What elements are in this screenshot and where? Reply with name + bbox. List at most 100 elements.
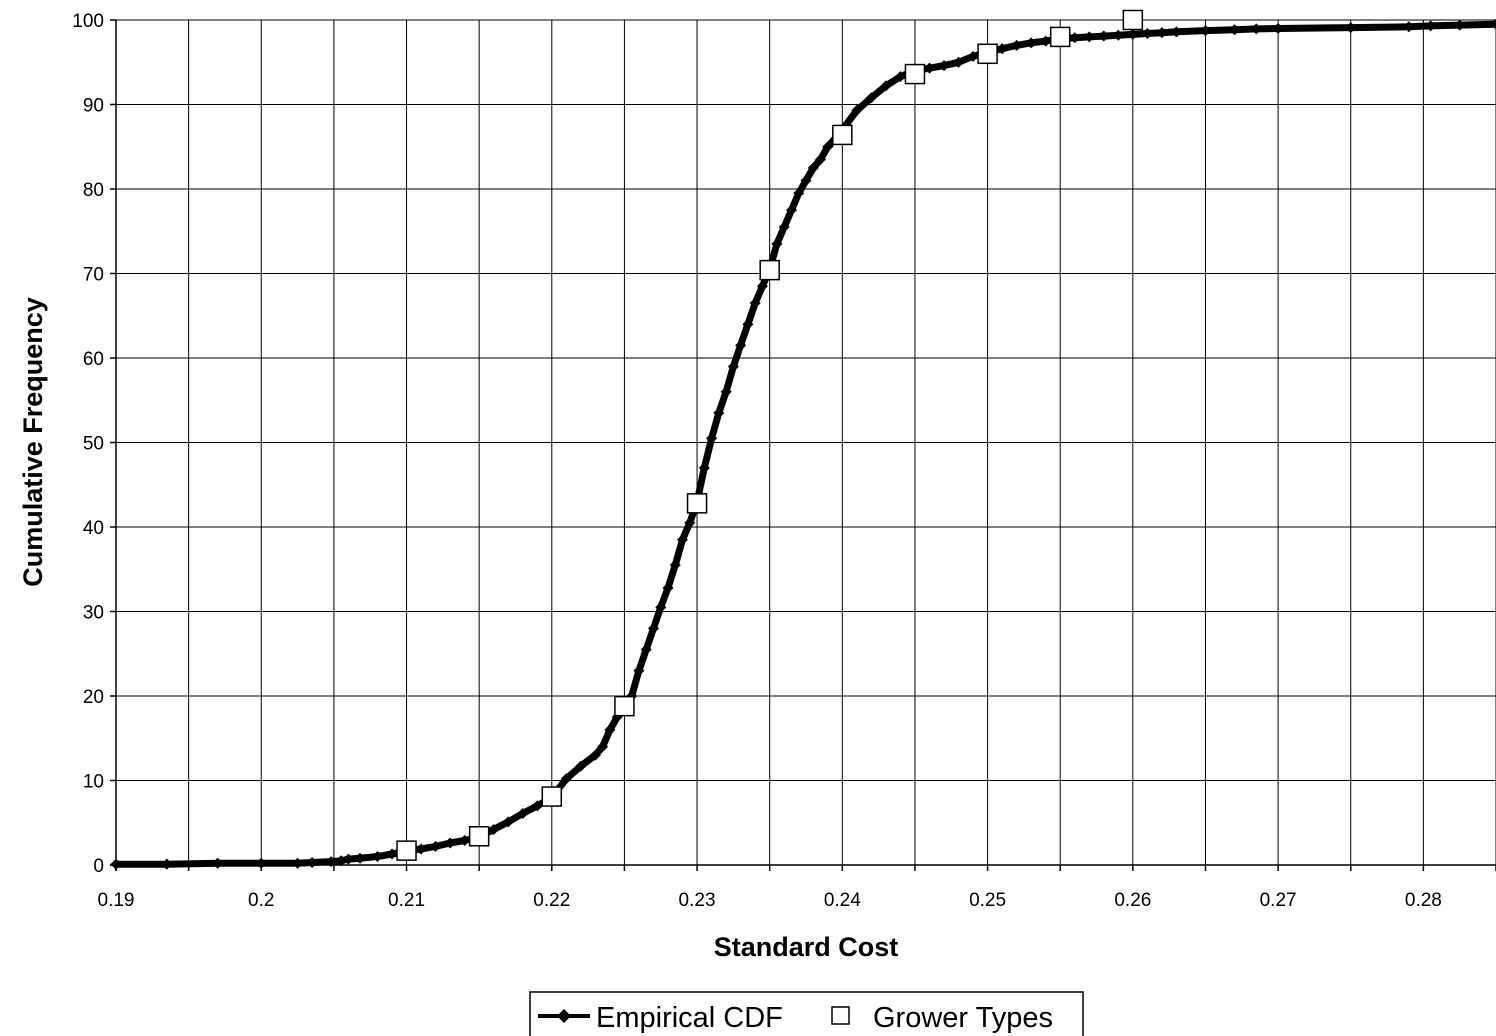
empirical-cdf-point — [800, 175, 812, 187]
x-tick-label: 0.27 — [1260, 890, 1297, 911]
empirical-cdf-point — [488, 824, 500, 836]
empirical-cdf-point — [851, 104, 863, 116]
y-tick-label: 60 — [83, 349, 104, 370]
empirical-cdf-point — [677, 534, 689, 546]
grower-type-point — [904, 63, 926, 85]
empirical-cdf-point — [161, 858, 173, 870]
empirical-cdf-point — [575, 760, 587, 772]
empirical-cdf-point — [1250, 23, 1262, 35]
x-tick-label: 0.28 — [1405, 890, 1442, 911]
grower-type-point — [1122, 9, 1144, 31]
y-tick-label: 50 — [83, 434, 104, 455]
empirical-cdf-point — [459, 834, 471, 846]
empirical-cdf-point — [756, 280, 768, 292]
empirical-cdf-point — [771, 238, 783, 250]
empirical-cdf-point — [1141, 28, 1153, 40]
empirical-cdf-point — [1025, 37, 1037, 49]
grower-type-point — [468, 826, 490, 847]
empirical-cdf-point — [371, 851, 383, 863]
x-tick-label: 0.19 — [98, 890, 135, 911]
empirical-cdf-point — [713, 407, 725, 419]
empirical-cdf-point — [1083, 31, 1095, 43]
empirical-cdf-point — [386, 848, 398, 860]
empirical-cdf-point — [292, 857, 304, 869]
empirical-cdf-point — [923, 62, 935, 74]
empirical-cdf-point — [749, 297, 761, 309]
grower-type-point — [832, 124, 853, 146]
grower-type-point — [541, 786, 563, 807]
empirical-cdf-point — [1199, 25, 1211, 37]
y-tick-label: 70 — [83, 265, 104, 286]
empirical-cdf-point — [684, 517, 696, 529]
y-tick-label: 10 — [83, 772, 104, 793]
empirical-cdf-point — [706, 432, 718, 444]
x-tick-labels: 0.19 0.2 0.21 0.22 0.23 0.24 0.25 0.26 0.27 0.28 — [98, 890, 1442, 911]
empirical-cdf-point — [1112, 29, 1124, 41]
empirical-cdf-point — [531, 800, 543, 812]
empirical-cdf-point — [655, 601, 667, 613]
empirical-cdf-point — [1156, 27, 1168, 39]
empirical-cdf-point — [967, 50, 979, 62]
empirical-cdf-point — [342, 853, 354, 865]
grower-type-point — [759, 259, 780, 281]
empirical-cdf-point — [1490, 18, 1496, 30]
empirical-cdf-point — [1272, 22, 1284, 34]
empirical-cdf-point — [880, 80, 892, 92]
empirical-cdf-point — [1069, 32, 1081, 44]
grower-type-point — [614, 695, 635, 717]
legend-box — [529, 991, 1084, 1036]
y-tick-label: 30 — [83, 603, 104, 624]
empirical-cdf-point — [633, 665, 645, 677]
empirical-cdf-point — [306, 856, 318, 868]
empirical-cdf-point — [953, 56, 965, 68]
x-tick-label: 0.24 — [824, 890, 861, 911]
empirical-cdf-point — [807, 162, 819, 174]
empirical-cdf-point — [1127, 28, 1139, 40]
y-tick-label: 80 — [83, 180, 104, 201]
empirical-cdf-point — [1425, 20, 1437, 32]
grower-type-point — [977, 43, 998, 65]
empirical-cdf-point — [1098, 30, 1110, 42]
grower-type-point — [396, 840, 417, 861]
empirical-cdf-point — [1454, 19, 1466, 31]
y-tick-label: 40 — [83, 518, 104, 539]
empirical-cdf-point — [865, 92, 877, 104]
empirical-cdf-point — [597, 741, 609, 753]
empirical-cdf-point — [815, 153, 827, 165]
legend-cdf-label: Empirical CDF — [596, 1002, 783, 1034]
empirical-cdf-point — [415, 843, 427, 855]
x-tick-label: 0.2 — [248, 890, 274, 911]
y-tick-label: 90 — [83, 96, 104, 117]
legend-grower-label: Grower Types — [873, 1002, 1053, 1034]
empirical-cdf-point — [1403, 21, 1415, 33]
x-tick-label: 0.25 — [969, 890, 1006, 911]
empirical-cdf-point — [793, 187, 805, 199]
x-axis-title: Standard Cost — [714, 932, 899, 962]
empirical-cdf-point — [894, 71, 906, 83]
empirical-cdf-point — [604, 724, 616, 736]
x-tick-label: 0.26 — [1114, 890, 1151, 911]
empirical-cdf-point — [698, 462, 710, 474]
empirical-cdf-point — [335, 855, 347, 867]
empirical-cdf-point — [727, 360, 739, 372]
grower-type-point — [686, 493, 708, 514]
empirical-cdf-point — [647, 622, 659, 634]
grower-type-point — [1049, 26, 1071, 48]
empirical-cdf-point — [1170, 26, 1182, 38]
empirical-cdf-point — [822, 141, 834, 153]
empirical-cdf-point — [560, 773, 572, 785]
empirical-cdf-point — [778, 221, 790, 233]
series-empirical-cdf — [110, 18, 1496, 870]
empirical-cdf-point — [996, 43, 1008, 55]
empirical-cdf-point — [255, 857, 267, 869]
empirical-cdf-point — [640, 644, 652, 656]
empirical-cdf-point — [742, 318, 754, 330]
empirical-cdf-point — [735, 339, 747, 351]
empirical-cdf-point — [662, 582, 674, 594]
y-tick-label: 100 — [72, 11, 104, 32]
empirical-cdf-point — [669, 559, 681, 571]
empirical-cdf-point — [785, 204, 797, 216]
legend: Empirical CDF Grower Types — [529, 991, 1084, 1036]
